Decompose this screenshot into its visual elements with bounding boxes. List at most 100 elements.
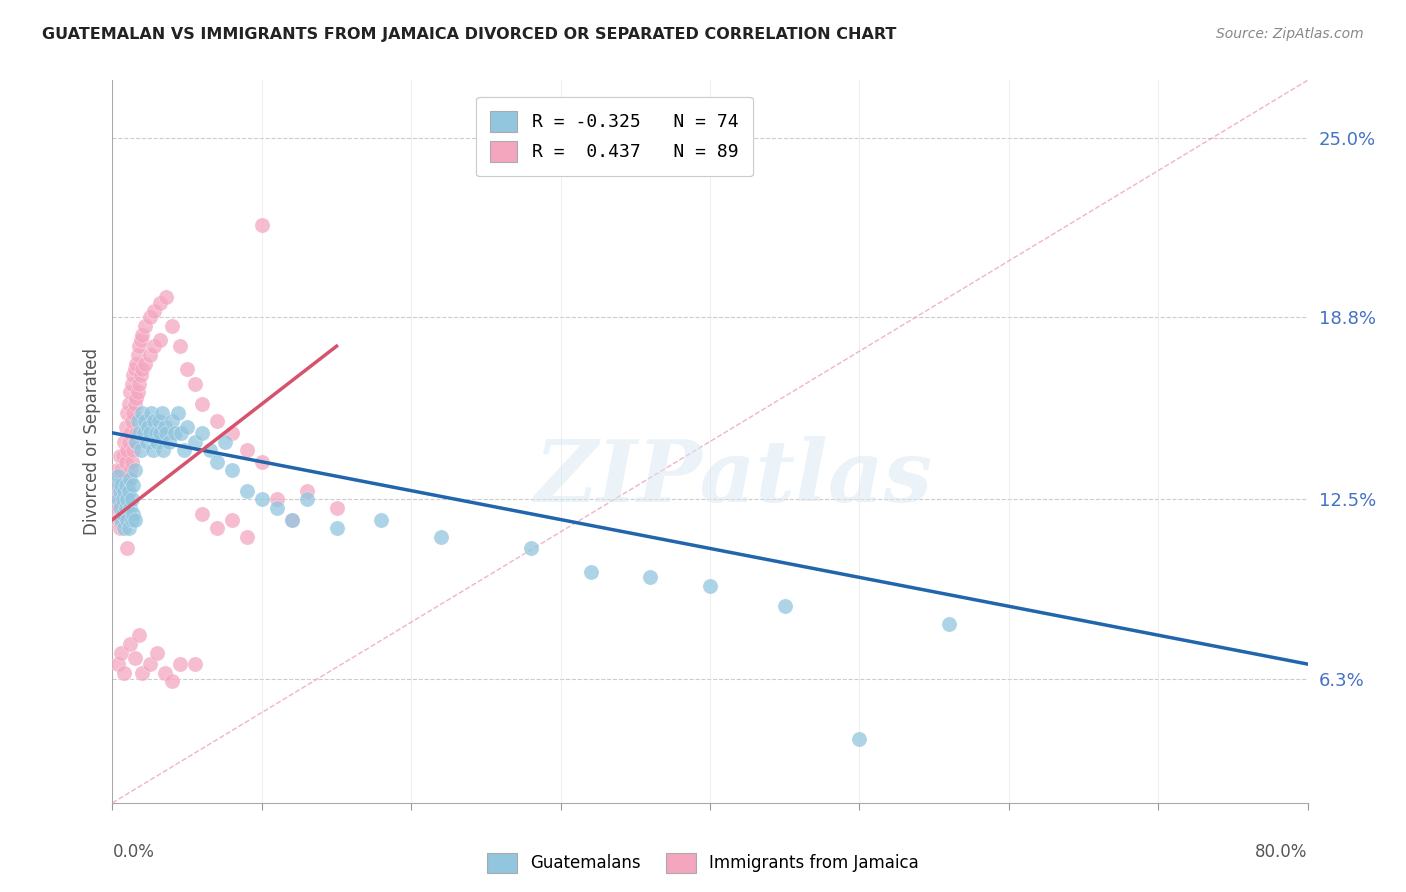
Point: [121, 455, 143, 469]
Point: [117, 443, 139, 458]
Point: [167, 406, 190, 420]
Point: [155, 425, 177, 440]
Point: [125, 425, 148, 440]
Point: [325, 501, 347, 516]
Point: [125, 391, 148, 405]
Point: [127, 385, 149, 400]
Point: [107, 657, 129, 671]
Point: [118, 397, 141, 411]
Y-axis label: Divorced or Separated: Divorced or Separated: [83, 348, 101, 535]
Point: [165, 425, 187, 440]
Point: [122, 507, 145, 521]
Point: [108, 521, 131, 535]
Point: [120, 385, 142, 400]
Point: [107, 478, 129, 492]
Point: [107, 492, 129, 507]
Point: [183, 376, 205, 391]
Point: [122, 406, 145, 420]
Point: [110, 512, 132, 526]
Point: [115, 420, 138, 434]
Legend: R = -0.325   N = 74, R =  0.437   N = 89: R = -0.325 N = 74, R = 0.437 N = 89: [475, 96, 754, 176]
Point: [115, 492, 138, 507]
Point: [118, 434, 141, 449]
Point: [221, 425, 243, 440]
Point: [183, 434, 205, 449]
Point: [134, 357, 156, 371]
Point: [124, 362, 146, 376]
Point: [128, 425, 150, 440]
Point: [221, 463, 243, 477]
Point: [138, 420, 160, 434]
Point: [124, 651, 146, 665]
Point: [191, 507, 214, 521]
Point: [143, 414, 166, 428]
Point: [129, 334, 152, 348]
Point: [121, 414, 143, 428]
Legend: Guatemalans, Immigrants from Jamaica: Guatemalans, Immigrants from Jamaica: [481, 847, 925, 880]
Point: [149, 295, 172, 310]
Point: [520, 541, 543, 556]
Point: [295, 492, 318, 507]
Point: [108, 492, 131, 507]
Point: [162, 414, 183, 428]
Point: [281, 512, 304, 526]
Point: [938, 616, 960, 631]
Point: [117, 492, 139, 507]
Point: [131, 362, 153, 376]
Point: [134, 318, 156, 333]
Point: [114, 472, 135, 486]
Point: [114, 665, 135, 680]
Point: [153, 665, 176, 680]
Point: [141, 406, 163, 420]
Point: [250, 218, 273, 232]
Point: [122, 368, 145, 382]
Point: [128, 628, 150, 642]
Point: [125, 357, 148, 371]
Point: [699, 579, 721, 593]
Point: [325, 521, 347, 535]
Point: [640, 570, 662, 584]
Point: [124, 463, 146, 477]
Text: 80.0%: 80.0%: [1256, 843, 1308, 861]
Point: [146, 434, 169, 449]
Point: [183, 657, 205, 671]
Point: [120, 472, 142, 486]
Point: [117, 478, 139, 492]
Point: [135, 434, 157, 449]
Point: [118, 483, 141, 498]
Point: [191, 425, 214, 440]
Point: [128, 376, 150, 391]
Point: [111, 483, 134, 498]
Point: [122, 443, 145, 458]
Point: [205, 521, 228, 535]
Point: [176, 362, 198, 376]
Point: [108, 483, 131, 498]
Point: [152, 443, 174, 458]
Point: [117, 512, 139, 526]
Point: [121, 512, 143, 526]
Point: [145, 425, 167, 440]
Text: ZIPatlas: ZIPatlas: [534, 436, 934, 519]
Point: [370, 512, 392, 526]
Point: [120, 501, 142, 516]
Point: [295, 483, 318, 498]
Point: [128, 339, 150, 353]
Point: [250, 492, 273, 507]
Point: [155, 290, 177, 304]
Point: [173, 443, 195, 458]
Point: [149, 334, 172, 348]
Point: [131, 406, 153, 420]
Point: [114, 507, 135, 521]
Point: [124, 397, 146, 411]
Point: [143, 339, 166, 353]
Point: [236, 530, 259, 544]
Point: [111, 512, 134, 526]
Point: [773, 599, 796, 614]
Point: [117, 406, 139, 420]
Point: [125, 434, 148, 449]
Point: [169, 657, 191, 671]
Point: [236, 483, 259, 498]
Point: [105, 463, 128, 477]
Point: [146, 646, 169, 660]
Point: [266, 501, 288, 516]
